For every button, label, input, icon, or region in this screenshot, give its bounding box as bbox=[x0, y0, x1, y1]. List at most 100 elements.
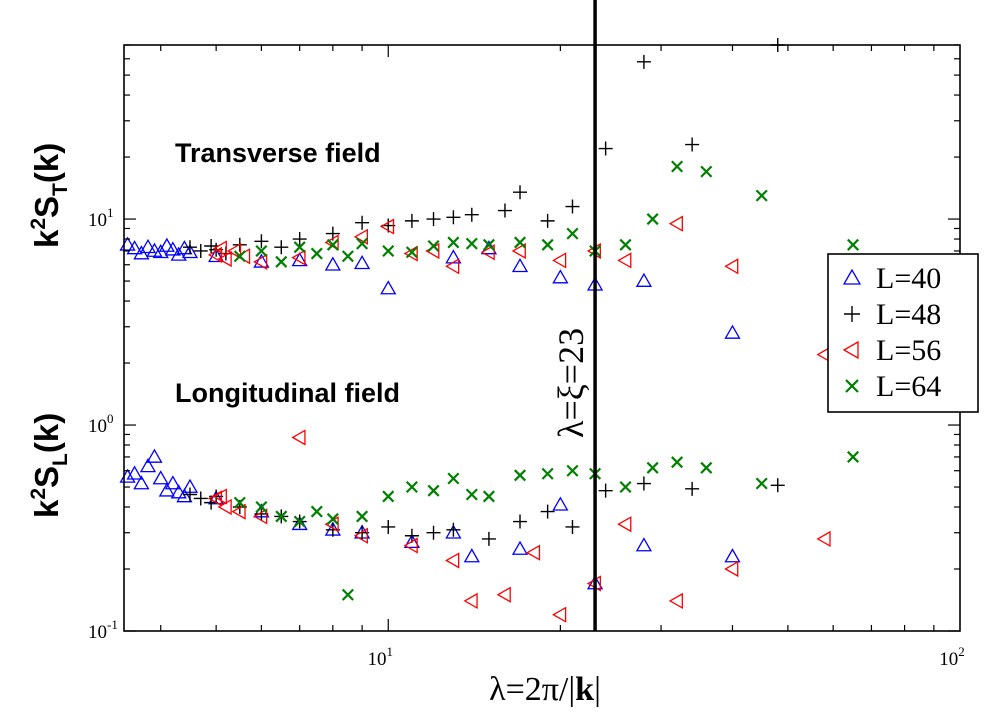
data-point bbox=[566, 464, 579, 477]
series-L=64 bbox=[233, 160, 860, 601]
data-point bbox=[598, 141, 613, 156]
data-point bbox=[341, 588, 354, 601]
transverse-field-annotation: Transverse field bbox=[175, 138, 381, 168]
data-point bbox=[326, 238, 339, 251]
data-point bbox=[253, 253, 268, 270]
series-L=48 bbox=[182, 38, 785, 546]
data-point bbox=[353, 527, 368, 544]
data-point bbox=[513, 469, 527, 482]
data-point bbox=[617, 252, 632, 269]
longitudinal-field-annotation: Longitudinal field bbox=[175, 378, 400, 408]
y-axis-label-longitudinal: k2SL(k) bbox=[27, 413, 72, 518]
data-point bbox=[427, 239, 440, 253]
ylabel-top-sup: 2 bbox=[27, 218, 50, 230]
data-point bbox=[126, 465, 143, 480]
legend-item: L=64 bbox=[845, 370, 941, 403]
x-axis-ticks: 101 102 bbox=[160, 45, 965, 670]
data-point bbox=[207, 490, 223, 507]
data-point bbox=[566, 227, 579, 240]
xlabel-suffix: | bbox=[594, 671, 601, 708]
data-point bbox=[770, 478, 785, 493]
series-L=40 bbox=[119, 236, 741, 590]
data-point bbox=[481, 531, 496, 546]
data-point bbox=[463, 592, 478, 610]
data-point bbox=[253, 253, 270, 268]
data-point bbox=[193, 243, 208, 258]
data-point bbox=[685, 481, 700, 496]
data-point bbox=[152, 470, 169, 485]
y-tick-label: 100 bbox=[88, 411, 114, 437]
data-point bbox=[176, 488, 193, 503]
ylabel-top-S: S bbox=[28, 196, 65, 218]
data-point bbox=[685, 137, 700, 152]
data-point bbox=[326, 512, 339, 525]
data-point bbox=[724, 258, 739, 275]
data-point bbox=[382, 490, 395, 503]
data-point bbox=[541, 238, 554, 251]
data-point bbox=[446, 522, 461, 537]
data-point bbox=[254, 234, 269, 249]
data-point bbox=[381, 519, 396, 534]
data-point bbox=[217, 250, 232, 268]
data-point bbox=[119, 468, 136, 483]
data-point bbox=[405, 481, 418, 494]
data-point bbox=[668, 215, 683, 232]
correlation-length-label: λ=ξ=23 bbox=[551, 328, 591, 438]
data-point bbox=[447, 472, 460, 485]
data-point bbox=[700, 461, 713, 474]
data-point bbox=[181, 243, 199, 259]
y-tick-label: 10-1 bbox=[88, 617, 118, 643]
data-point bbox=[565, 199, 580, 214]
data-point bbox=[816, 530, 831, 548]
data-point bbox=[324, 256, 341, 271]
legend-marker bbox=[842, 340, 859, 360]
data-point bbox=[445, 524, 462, 539]
data-point bbox=[207, 246, 223, 264]
data-point bbox=[465, 488, 478, 501]
data-point bbox=[170, 484, 187, 499]
data-point bbox=[482, 490, 495, 503]
data-point bbox=[464, 207, 479, 222]
data-point bbox=[146, 242, 163, 257]
data-point bbox=[403, 537, 418, 554]
data-point bbox=[513, 185, 528, 200]
data-point bbox=[233, 250, 246, 263]
data-point bbox=[755, 189, 768, 202]
data-point bbox=[619, 238, 632, 251]
data-point bbox=[139, 238, 157, 254]
data-point bbox=[353, 254, 371, 270]
data-point bbox=[636, 476, 651, 491]
data-point bbox=[293, 515, 306, 528]
data-point bbox=[552, 606, 567, 623]
legend-label: L=64 bbox=[876, 370, 941, 403]
data-point bbox=[405, 246, 418, 259]
data-point bbox=[847, 450, 860, 463]
data-point bbox=[668, 592, 683, 610]
data-point bbox=[511, 257, 529, 273]
data-point bbox=[497, 203, 512, 218]
data-point bbox=[217, 498, 232, 516]
data-point bbox=[274, 240, 289, 255]
xlabel-bold: k bbox=[575, 671, 594, 708]
data-point bbox=[565, 519, 580, 534]
legend-item: L=56 bbox=[842, 334, 941, 367]
data-point bbox=[291, 429, 306, 446]
x-tick-label: 102 bbox=[939, 644, 965, 670]
data-point bbox=[426, 525, 441, 540]
data-point bbox=[552, 269, 569, 284]
data-point bbox=[552, 252, 567, 269]
data-point bbox=[465, 237, 478, 250]
data-point bbox=[427, 484, 440, 497]
data-point bbox=[646, 213, 659, 226]
data-marks bbox=[119, 38, 860, 623]
data-point bbox=[310, 505, 323, 518]
series-L=56 bbox=[207, 215, 831, 623]
data-point bbox=[511, 540, 529, 555]
legend-label: L=56 bbox=[876, 334, 941, 367]
data-point bbox=[445, 552, 460, 569]
data-point bbox=[231, 503, 246, 520]
data-point bbox=[182, 240, 197, 255]
legend-label: L=48 bbox=[876, 298, 941, 331]
data-point bbox=[126, 240, 143, 255]
legend-marker bbox=[845, 379, 859, 393]
